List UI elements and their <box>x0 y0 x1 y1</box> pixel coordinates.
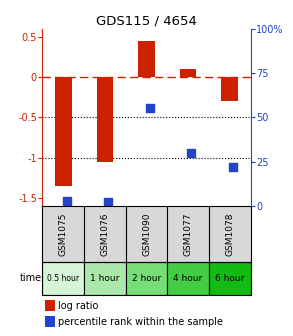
Point <box>147 106 152 111</box>
Text: 0.5 hour: 0.5 hour <box>47 274 79 283</box>
Text: GSM1076: GSM1076 <box>100 212 109 256</box>
Text: 4 hour: 4 hour <box>173 274 203 283</box>
Point <box>64 198 69 203</box>
Point <box>231 164 235 170</box>
Bar <box>222 77 238 101</box>
Text: GSM1077: GSM1077 <box>184 212 193 256</box>
Bar <box>45 317 55 327</box>
Bar <box>97 77 113 162</box>
Bar <box>167 262 209 295</box>
Bar <box>209 262 251 295</box>
Bar <box>138 41 155 77</box>
Point <box>189 150 194 156</box>
Text: GSM1090: GSM1090 <box>142 212 151 256</box>
Text: log ratio: log ratio <box>58 301 98 311</box>
Bar <box>42 262 84 295</box>
Text: 1 hour: 1 hour <box>90 274 120 283</box>
Text: time: time <box>20 273 42 283</box>
Text: GSM1075: GSM1075 <box>59 212 68 256</box>
Text: GSM1078: GSM1078 <box>225 212 234 256</box>
Point <box>106 200 110 205</box>
Bar <box>55 77 71 186</box>
Bar <box>180 69 196 77</box>
Bar <box>126 262 167 295</box>
Bar <box>45 300 55 311</box>
Text: 6 hour: 6 hour <box>215 274 244 283</box>
Text: percentile rank within the sample: percentile rank within the sample <box>58 317 223 327</box>
Text: 2 hour: 2 hour <box>132 274 161 283</box>
Title: GDS115 / 4654: GDS115 / 4654 <box>96 14 197 28</box>
Bar <box>84 262 126 295</box>
